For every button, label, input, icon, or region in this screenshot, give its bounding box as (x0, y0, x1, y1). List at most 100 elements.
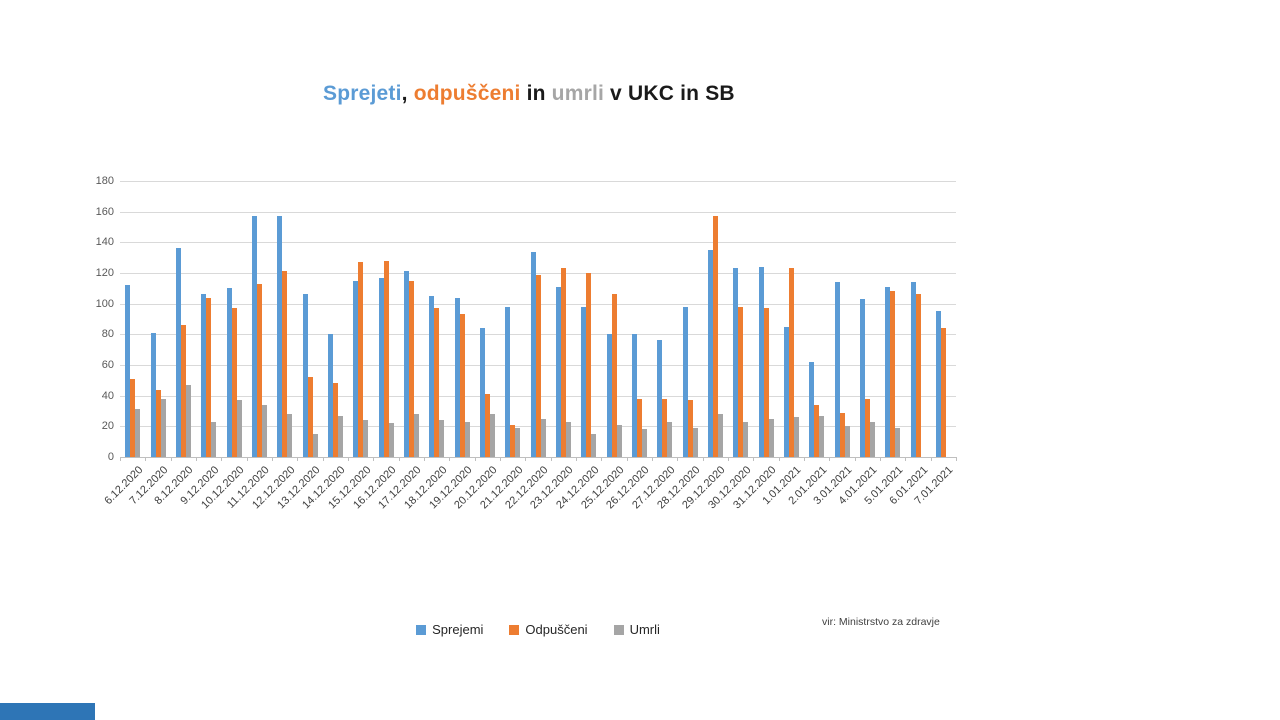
bar-umrli-17.12.2020 (413, 414, 419, 457)
x-axis-tick (525, 457, 527, 461)
bar-umrli-3.01.2021 (844, 426, 850, 457)
x-axis-tick (272, 457, 273, 461)
x-axis-tick (500, 457, 501, 461)
title-conjunction: in (520, 82, 552, 105)
bar-umrli-12.12.2020 (287, 414, 293, 457)
legend-item-sprejemi: Sprejemi (416, 622, 483, 637)
bar-umrli-7.12.2020 (160, 398, 166, 457)
x-axis-tick (601, 457, 603, 461)
bar-odpuščeni-30.12.2020 (738, 306, 744, 457)
x-axis-tick (398, 457, 400, 461)
bar-umrli-31.12.2020 (768, 418, 774, 457)
bar-sprejemi-11.12.2020 (251, 216, 257, 457)
bar-sprejemi-4.01.2021 (859, 299, 865, 457)
gridline-y-140 (120, 242, 956, 244)
bar-umrli-25.12.2020 (616, 424, 622, 457)
x-axis-tick (196, 457, 197, 461)
x-axis-tick (424, 457, 425, 461)
y-axis-label: 140 (95, 236, 114, 249)
x-axis-tick (550, 457, 552, 461)
x-axis-tick (170, 457, 172, 461)
x-axis-tick (373, 457, 375, 461)
bar-umrli-10.12.2020 (236, 400, 242, 457)
bar-sprejemi-23.12.2020 (555, 286, 561, 457)
x-axis-tick (956, 457, 957, 461)
chart-legend: Sprejemi Odpuščeni Umrli (120, 622, 956, 637)
source-note: vir: Ministrstvo za zdravje (822, 616, 940, 628)
bar-umrli-11.12.2020 (261, 404, 267, 457)
bar-odpuščeni-4.01.2021 (864, 398, 870, 457)
bar-umrli-26.12.2020 (641, 429, 647, 457)
y-axis-label: 120 (95, 267, 114, 279)
legend-item-odpuščeni: Odpuščeni (509, 622, 588, 637)
bar-odpuščeni-22.12.2020 (535, 274, 541, 457)
bar-sprejemi-8.12.2020 (175, 248, 181, 457)
bar-sprejemi-10.12.2020 (226, 288, 232, 457)
x-axis-tick (829, 457, 831, 461)
x-axis-tick (652, 457, 653, 461)
x-axis-line (120, 457, 956, 458)
bar-umrli-24.12.2020 (591, 434, 597, 457)
bar-odpuščeni-13.12.2020 (307, 377, 313, 457)
bar-sprejemi-6.12.2020 (125, 285, 131, 457)
bar-sprejemi-12.12.2020 (277, 216, 283, 457)
bar-umrli-2.01.2021 (819, 415, 825, 457)
y-axis-label: 80 (101, 328, 114, 341)
chart-title: Sprejeti, odpuščeni in umrli v UKC in SB (323, 82, 735, 106)
bar-sprejemi-3.01.2021 (834, 282, 840, 457)
x-axis-tick (449, 457, 451, 461)
bar-umrli-16.12.2020 (388, 423, 394, 457)
bar-umrli-15.12.2020 (363, 420, 369, 457)
bar-sprejemi-5.01.2021 (885, 286, 891, 457)
bar-odpuščeni-29.12.2020 (712, 216, 718, 457)
bar-odpuščeni-5.01.2021 (890, 291, 896, 457)
y-axis-label: 40 (101, 389, 114, 402)
x-axis-tick (804, 457, 805, 461)
bar-odpuščeni-14.12.2020 (332, 383, 338, 457)
y-axis-label: 100 (95, 297, 114, 310)
bar-umrli-30.12.2020 (743, 421, 749, 457)
bar-sprejemi-21.12.2020 (505, 306, 511, 457)
bar-odpuščeni-28.12.2020 (687, 400, 693, 457)
x-axis-tick (702, 457, 704, 461)
bar-sprejemi-9.12.2020 (201, 294, 207, 457)
bar-odpuščeni-15.12.2020 (358, 262, 364, 457)
x-axis-tick (348, 457, 349, 461)
y-axis-label: 0 (107, 451, 114, 463)
bar-sprejemi-28.12.2020 (682, 306, 688, 457)
bar-sprejemi-17.12.2020 (403, 271, 409, 457)
title-suffix: v UKC in SB (604, 82, 735, 105)
legend-label: Odpuščeni (525, 622, 588, 637)
y-axis-label: 180 (95, 175, 114, 187)
bar-sprejemi-20.12.2020 (479, 328, 485, 457)
legend-label: Sprejemi (432, 622, 484, 637)
bar-umrli-20.12.2020 (489, 414, 495, 457)
bar-umrli-8.12.2020 (185, 384, 191, 457)
bar-odpuščeni-7.12.2020 (155, 389, 161, 457)
x-axis-tick (145, 457, 147, 461)
bar-sprejemi-14.12.2020 (327, 334, 333, 457)
bar-odpuščeni-10.12.2020 (231, 308, 237, 457)
bar-umrli-14.12.2020 (337, 415, 343, 457)
title-separator: , (401, 82, 414, 105)
bar-odpuščeni-31.12.2020 (763, 308, 769, 457)
bar-sprejemi-31.12.2020 (758, 266, 764, 457)
x-axis-tick (246, 457, 248, 461)
bar-umrli-9.12.2020 (211, 421, 217, 457)
bar-umrli-4.01.2021 (869, 421, 875, 457)
bar-sprejemi-7.01.2021 (935, 311, 941, 457)
bar-odpuščeni-6.01.2021 (915, 294, 921, 457)
bar-odpuščeni-3.01.2021 (839, 412, 845, 457)
plot-area: 0 20 40 60 80 100 120 140 160 180 6.12.2020 7.12.20… (96, 176, 957, 511)
bar-odpuščeni-6.12.2020 (130, 378, 136, 457)
x-axis-tick (576, 457, 577, 461)
bar-sprejemi-19.12.2020 (454, 297, 460, 457)
x-axis-tick (297, 457, 299, 461)
y-axis-label: 20 (101, 420, 114, 433)
x-axis-tick (221, 457, 223, 461)
bar-odpuščeni-8.12.2020 (180, 325, 186, 457)
x-axis-tick (322, 457, 324, 461)
legend-label: Umrli (629, 622, 660, 637)
bar-odpuščeni-27.12.2020 (662, 398, 668, 457)
bar-umrli-5.01.2021 (895, 427, 901, 457)
